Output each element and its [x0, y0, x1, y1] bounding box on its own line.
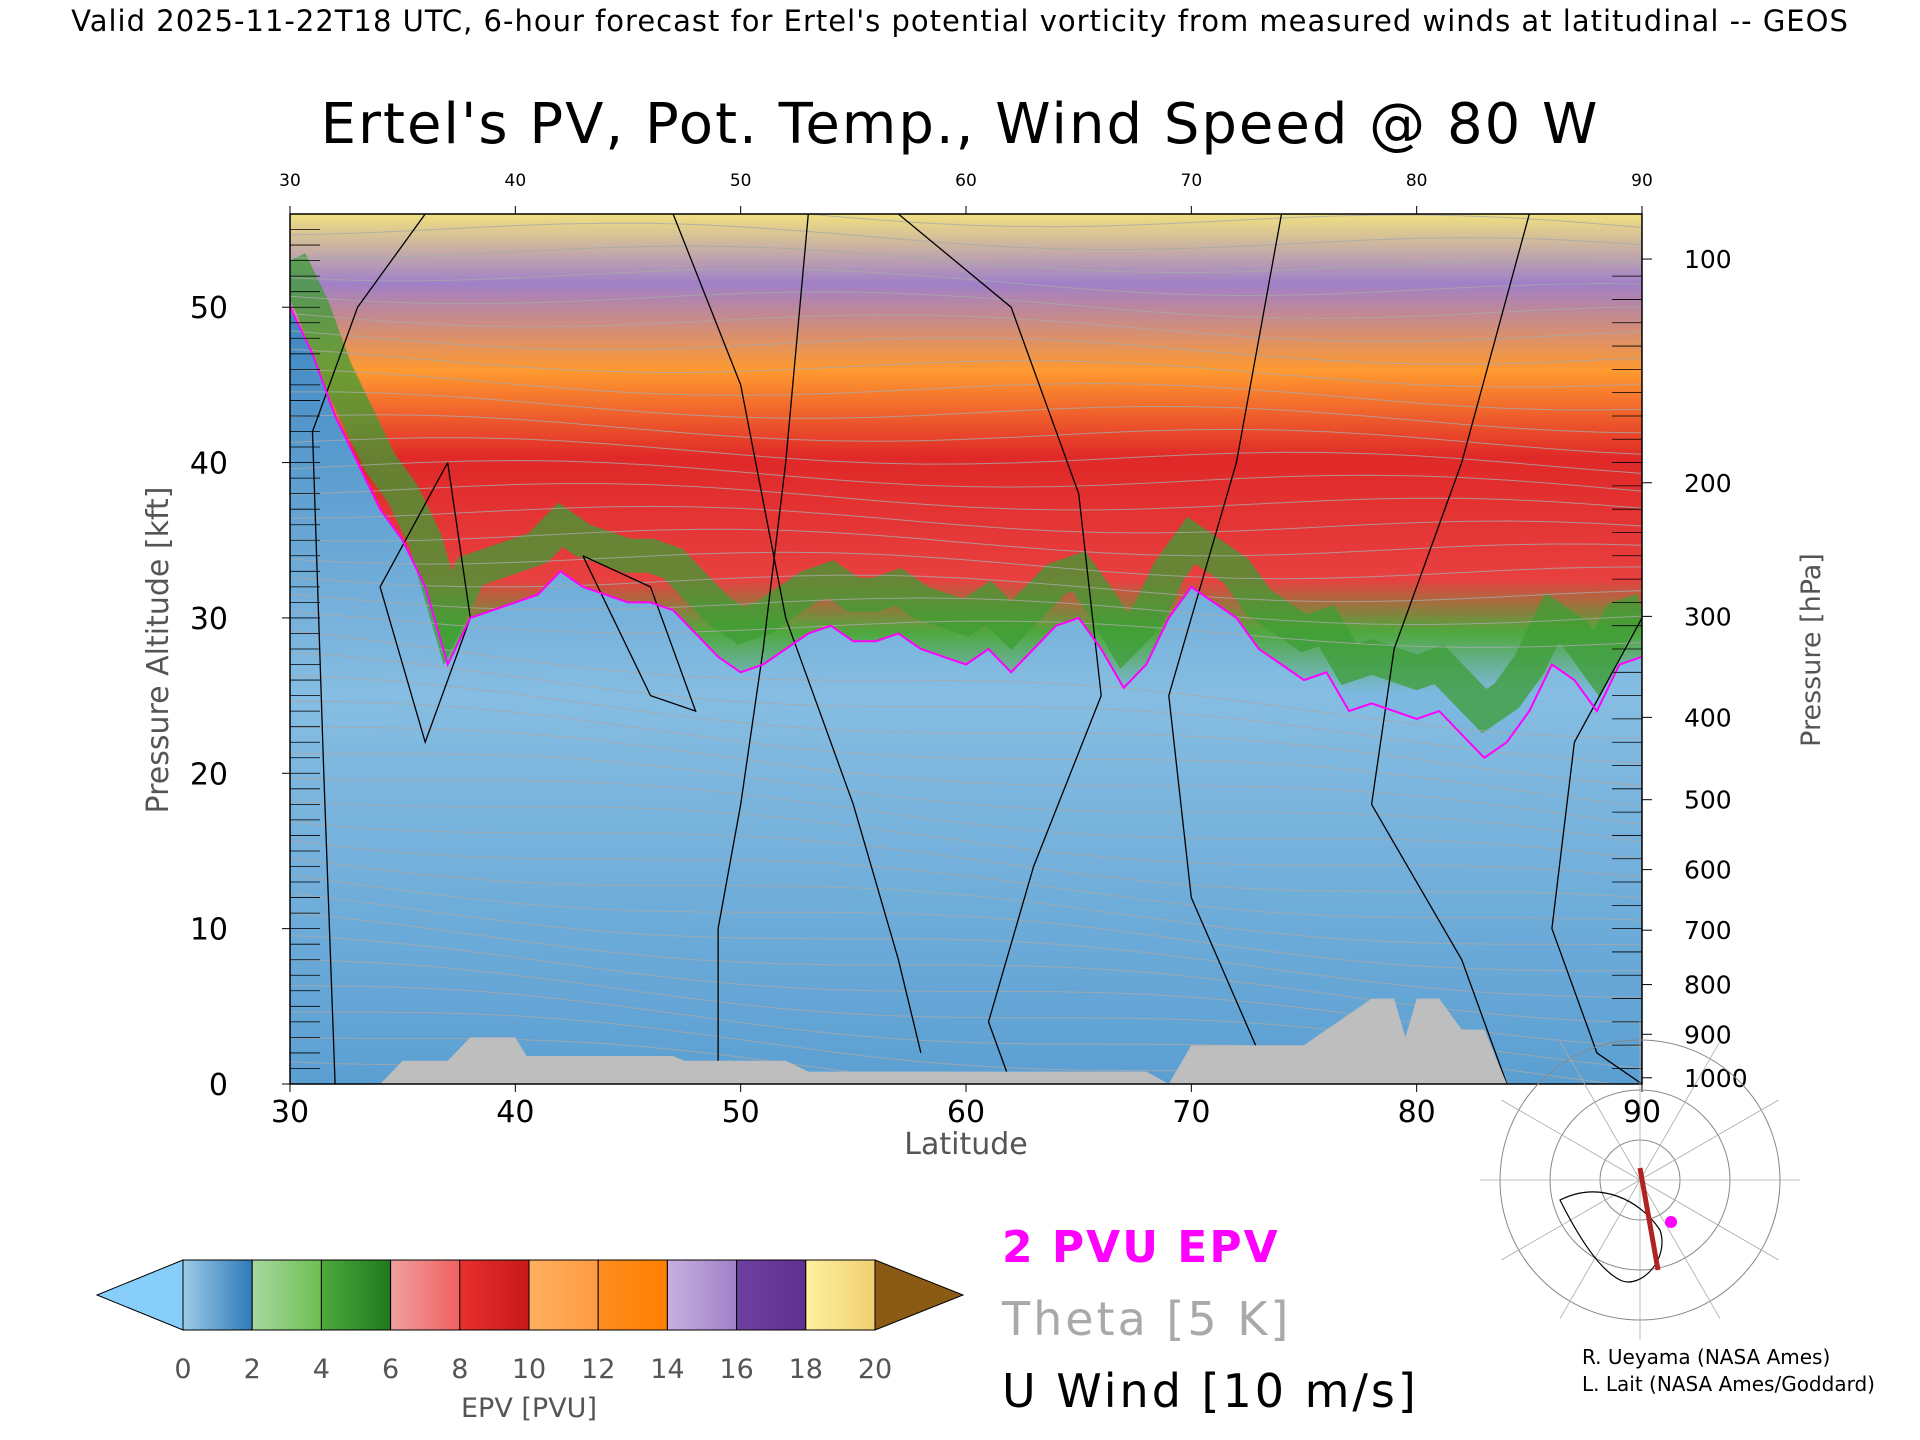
uwind-contour-line [717, 214, 809, 1084]
pressure-tick-label: 1000 [1684, 1064, 1748, 1093]
valid-time-header: Valid 2025-11-22T18 UTC, 6-hour forecast… [71, 4, 1849, 38]
map-meridian [1559, 1179, 1641, 1319]
colorbar-tick-label: 2 [244, 1354, 261, 1385]
map-meridian [1501, 1099, 1641, 1181]
chart-title: Ertel's PV, Pot. Temp., Wind Speed @ 80 … [320, 92, 1600, 157]
green-epv-band [290, 253, 1642, 734]
colorbar-under-arrow [95, 1259, 184, 1331]
colorbar-tick-label: 12 [581, 1354, 615, 1385]
pvu-2-contour [290, 306, 1642, 760]
pressure-tick-label: 100 [1684, 245, 1732, 274]
colorbar-segment [251, 1259, 322, 1331]
colorbar-tick-label: 0 [174, 1354, 191, 1385]
pressure-tick-label: 700 [1684, 916, 1732, 945]
pressure-tick-label: 900 [1684, 1020, 1732, 1049]
colorbar-segment [528, 1259, 599, 1331]
y-tick-label: 10 [190, 913, 228, 948]
credit-line-1: R. Ueyama (NASA Ames) [1582, 1345, 1831, 1369]
y-axis-label: Pressure Altitude [kft] [141, 487, 176, 814]
pressure-tick-label: 300 [1684, 602, 1732, 631]
troposphere-region [290, 307, 1642, 1084]
colorbar-segment [459, 1259, 530, 1331]
ground-terrain [290, 998, 1507, 1084]
map-transect-line [1637, 1167, 1661, 1271]
pressure-tick-label: 400 [1684, 703, 1732, 732]
x-top-tick-label: 80 [1406, 171, 1428, 191]
x-top-tick-label: 70 [1181, 171, 1203, 191]
pressure-tick-label: 200 [1684, 469, 1732, 498]
colorbar-tick-label: 16 [719, 1354, 753, 1385]
colorbar-tick-label: 10 [512, 1354, 546, 1385]
x-tick-label: 30 [271, 1095, 309, 1130]
location-map-inset [1480, 1020, 1800, 1340]
colorbar-over-arrow [874, 1259, 965, 1331]
legend-theta-label: Theta [5 K] [1002, 1292, 1292, 1346]
y-tick-label: 20 [190, 757, 228, 792]
colorbar-tick-label: 18 [789, 1354, 823, 1385]
y-tick-label: 30 [190, 602, 228, 637]
colorbar-segment [736, 1259, 807, 1331]
uwind-contour-line [1551, 617, 1642, 1084]
uwind-contour-line [672, 214, 922, 1054]
colorbar-segment [597, 1259, 668, 1331]
colorbar-label: EPV [PVU] [461, 1393, 597, 1424]
x-tick-label: 60 [947, 1095, 985, 1130]
x-tick-label: 70 [1172, 1095, 1210, 1130]
map-meridian [1639, 1179, 1779, 1261]
pressure-tick-label: 600 [1684, 856, 1732, 885]
map-meridian [1559, 1041, 1641, 1181]
credit-line-2: L. Lait (NASA Ames/Goddard) [1582, 1372, 1875, 1396]
x-top-tick-label: 50 [730, 171, 752, 191]
y-right-axis-label: Pressure [hPa] [1796, 553, 1827, 747]
map-meridian [1639, 1041, 1721, 1181]
x-axis-label: Latitude [904, 1127, 1027, 1162]
x-top-tick-label: 40 [505, 171, 527, 191]
colorbar-tick-label: 14 [650, 1354, 684, 1385]
x-tick-label: 80 [1398, 1095, 1436, 1130]
map-meridian [1639, 1179, 1721, 1319]
colorbar-tick-label: 20 [858, 1354, 892, 1385]
uwind-contour-line [897, 214, 1102, 1084]
uwind-contour-line [379, 462, 471, 745]
colorbar-tick-label: 8 [451, 1354, 468, 1385]
uwind-contour-line [582, 555, 697, 713]
colorbar-tick-label: 4 [313, 1354, 330, 1385]
x-top-tick-label: 60 [955, 171, 977, 191]
colorbar-segment [320, 1259, 392, 1331]
colorbar-segment [666, 1259, 738, 1331]
y-tick-label: 40 [190, 447, 228, 482]
legend-uwind-label: U Wind [10 m/s] [1002, 1364, 1419, 1418]
y-tick-label: 0 [209, 1068, 228, 1103]
y-tick-label: 50 [190, 291, 228, 326]
map-marker [1665, 1216, 1677, 1228]
pressure-tick-label: 500 [1684, 786, 1732, 815]
colorbar-segment [390, 1259, 461, 1331]
colorbar-tick-label: 6 [382, 1354, 399, 1385]
x-tick-label: 90 [1623, 1095, 1661, 1130]
legend-2pvu-label: 2 PVU EPV [1002, 1222, 1280, 1273]
colorbar: 0 2 4 6 8 10 12 14 16 18 20 EPV [PVU] [95, 1259, 965, 1424]
axes: 3030404050506060707080809090010203040501… [141, 171, 1827, 1162]
plot-area [290, 214, 1642, 1084]
map-meridian [1639, 1099, 1779, 1181]
pressure-tick-label: 800 [1684, 971, 1732, 1000]
x-tick-label: 40 [496, 1095, 534, 1130]
uwind-contour-line [1370, 214, 1530, 1084]
x-top-tick-label: 30 [279, 171, 301, 191]
x-top-tick-label: 90 [1631, 171, 1653, 191]
colorbar-segment [182, 1259, 253, 1331]
map-coastline [1559, 1191, 1663, 1283]
x-tick-label: 50 [722, 1095, 760, 1130]
colorbar-segment [805, 1259, 876, 1331]
